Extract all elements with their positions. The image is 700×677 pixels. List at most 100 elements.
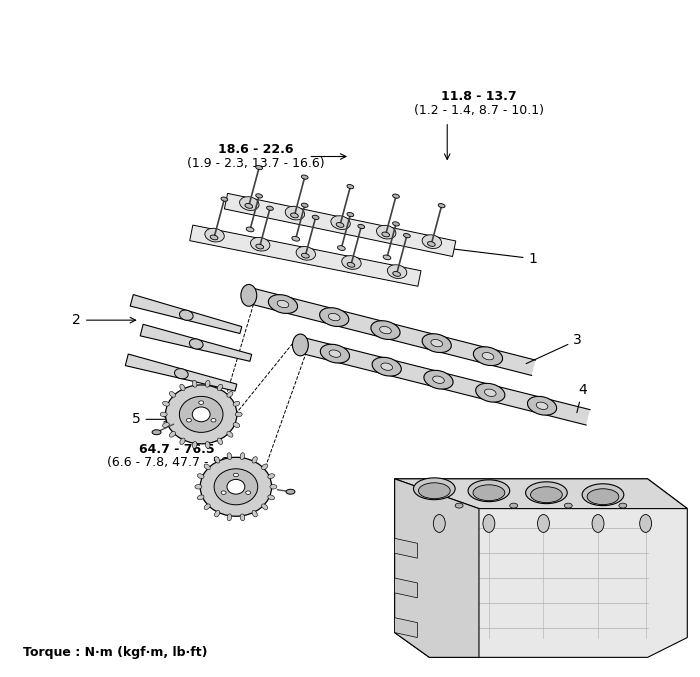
Text: 64.7 - 76.5: 64.7 - 76.5 xyxy=(139,443,214,456)
Ellipse shape xyxy=(233,473,239,477)
Ellipse shape xyxy=(246,491,251,494)
Ellipse shape xyxy=(381,363,393,370)
Text: 3: 3 xyxy=(526,333,582,364)
Ellipse shape xyxy=(240,514,245,521)
Text: 18.6 - 22.6: 18.6 - 22.6 xyxy=(218,143,293,156)
Ellipse shape xyxy=(377,225,396,239)
Ellipse shape xyxy=(256,194,262,198)
Ellipse shape xyxy=(484,389,496,397)
Ellipse shape xyxy=(245,204,253,209)
Polygon shape xyxy=(190,225,421,286)
Ellipse shape xyxy=(476,383,505,402)
Polygon shape xyxy=(247,288,536,376)
Ellipse shape xyxy=(290,213,298,218)
Ellipse shape xyxy=(483,515,495,532)
Ellipse shape xyxy=(393,222,400,226)
Ellipse shape xyxy=(277,301,289,308)
Ellipse shape xyxy=(233,422,240,427)
Ellipse shape xyxy=(328,313,340,321)
Polygon shape xyxy=(130,294,241,334)
Ellipse shape xyxy=(200,458,272,517)
Ellipse shape xyxy=(393,271,400,276)
Ellipse shape xyxy=(347,213,354,217)
Ellipse shape xyxy=(510,503,518,508)
Ellipse shape xyxy=(186,418,191,422)
Ellipse shape xyxy=(204,464,210,470)
Ellipse shape xyxy=(424,370,453,389)
Ellipse shape xyxy=(358,224,365,229)
Text: 4: 4 xyxy=(577,383,587,413)
Ellipse shape xyxy=(174,368,188,379)
Ellipse shape xyxy=(268,474,274,479)
Ellipse shape xyxy=(468,480,510,502)
Ellipse shape xyxy=(587,489,619,504)
Text: 6: 6 xyxy=(206,497,233,510)
Ellipse shape xyxy=(336,223,344,227)
Text: (1.2 - 1.4, 8.7 - 10.1): (1.2 - 1.4, 8.7 - 10.1) xyxy=(414,104,544,117)
Ellipse shape xyxy=(403,234,410,238)
Ellipse shape xyxy=(221,491,226,494)
Ellipse shape xyxy=(262,504,267,510)
Ellipse shape xyxy=(197,474,204,479)
Ellipse shape xyxy=(270,485,277,489)
Ellipse shape xyxy=(296,246,316,260)
Ellipse shape xyxy=(217,385,223,391)
Ellipse shape xyxy=(217,438,223,445)
Ellipse shape xyxy=(227,453,232,460)
Ellipse shape xyxy=(431,339,442,347)
Ellipse shape xyxy=(301,203,308,207)
Ellipse shape xyxy=(372,357,401,376)
Ellipse shape xyxy=(619,503,626,508)
Ellipse shape xyxy=(347,263,355,267)
Ellipse shape xyxy=(160,412,167,416)
Ellipse shape xyxy=(422,235,442,248)
Text: (1.9 - 2.3, 13.7 - 16.6): (1.9 - 2.3, 13.7 - 16.6) xyxy=(187,157,325,170)
Ellipse shape xyxy=(214,468,258,505)
Ellipse shape xyxy=(165,385,237,444)
Ellipse shape xyxy=(371,321,400,339)
Ellipse shape xyxy=(227,431,233,437)
Ellipse shape xyxy=(193,380,197,387)
Ellipse shape xyxy=(180,385,185,391)
Ellipse shape xyxy=(312,215,319,219)
Ellipse shape xyxy=(331,216,350,230)
Ellipse shape xyxy=(256,165,262,170)
Ellipse shape xyxy=(433,515,445,532)
Ellipse shape xyxy=(286,489,295,494)
Ellipse shape xyxy=(473,485,505,501)
Ellipse shape xyxy=(301,175,308,179)
Ellipse shape xyxy=(438,204,445,208)
Ellipse shape xyxy=(267,206,274,211)
Ellipse shape xyxy=(240,453,245,460)
Ellipse shape xyxy=(482,353,493,360)
Ellipse shape xyxy=(169,391,176,397)
Ellipse shape xyxy=(215,457,220,463)
Ellipse shape xyxy=(227,479,245,494)
Ellipse shape xyxy=(531,487,562,502)
Polygon shape xyxy=(125,354,237,391)
Ellipse shape xyxy=(393,194,400,198)
Ellipse shape xyxy=(422,334,452,353)
Polygon shape xyxy=(395,479,479,657)
Ellipse shape xyxy=(268,294,298,313)
Ellipse shape xyxy=(538,515,550,532)
Ellipse shape xyxy=(227,391,233,397)
Ellipse shape xyxy=(592,515,604,532)
Ellipse shape xyxy=(205,228,224,242)
Ellipse shape xyxy=(582,484,624,506)
Text: 5: 5 xyxy=(132,412,169,427)
Ellipse shape xyxy=(241,284,257,306)
Ellipse shape xyxy=(190,339,203,349)
Ellipse shape xyxy=(419,483,450,499)
Ellipse shape xyxy=(169,431,176,437)
Text: 1: 1 xyxy=(454,249,538,265)
Ellipse shape xyxy=(383,255,391,260)
Ellipse shape xyxy=(235,412,242,416)
Polygon shape xyxy=(395,479,687,657)
Ellipse shape xyxy=(205,380,210,387)
Text: (6.6 - 7.8, 47.7 - 56.4): (6.6 - 7.8, 47.7 - 56.4) xyxy=(107,456,246,469)
Polygon shape xyxy=(225,194,456,257)
Ellipse shape xyxy=(414,478,455,500)
Ellipse shape xyxy=(205,441,210,448)
Ellipse shape xyxy=(211,418,216,422)
